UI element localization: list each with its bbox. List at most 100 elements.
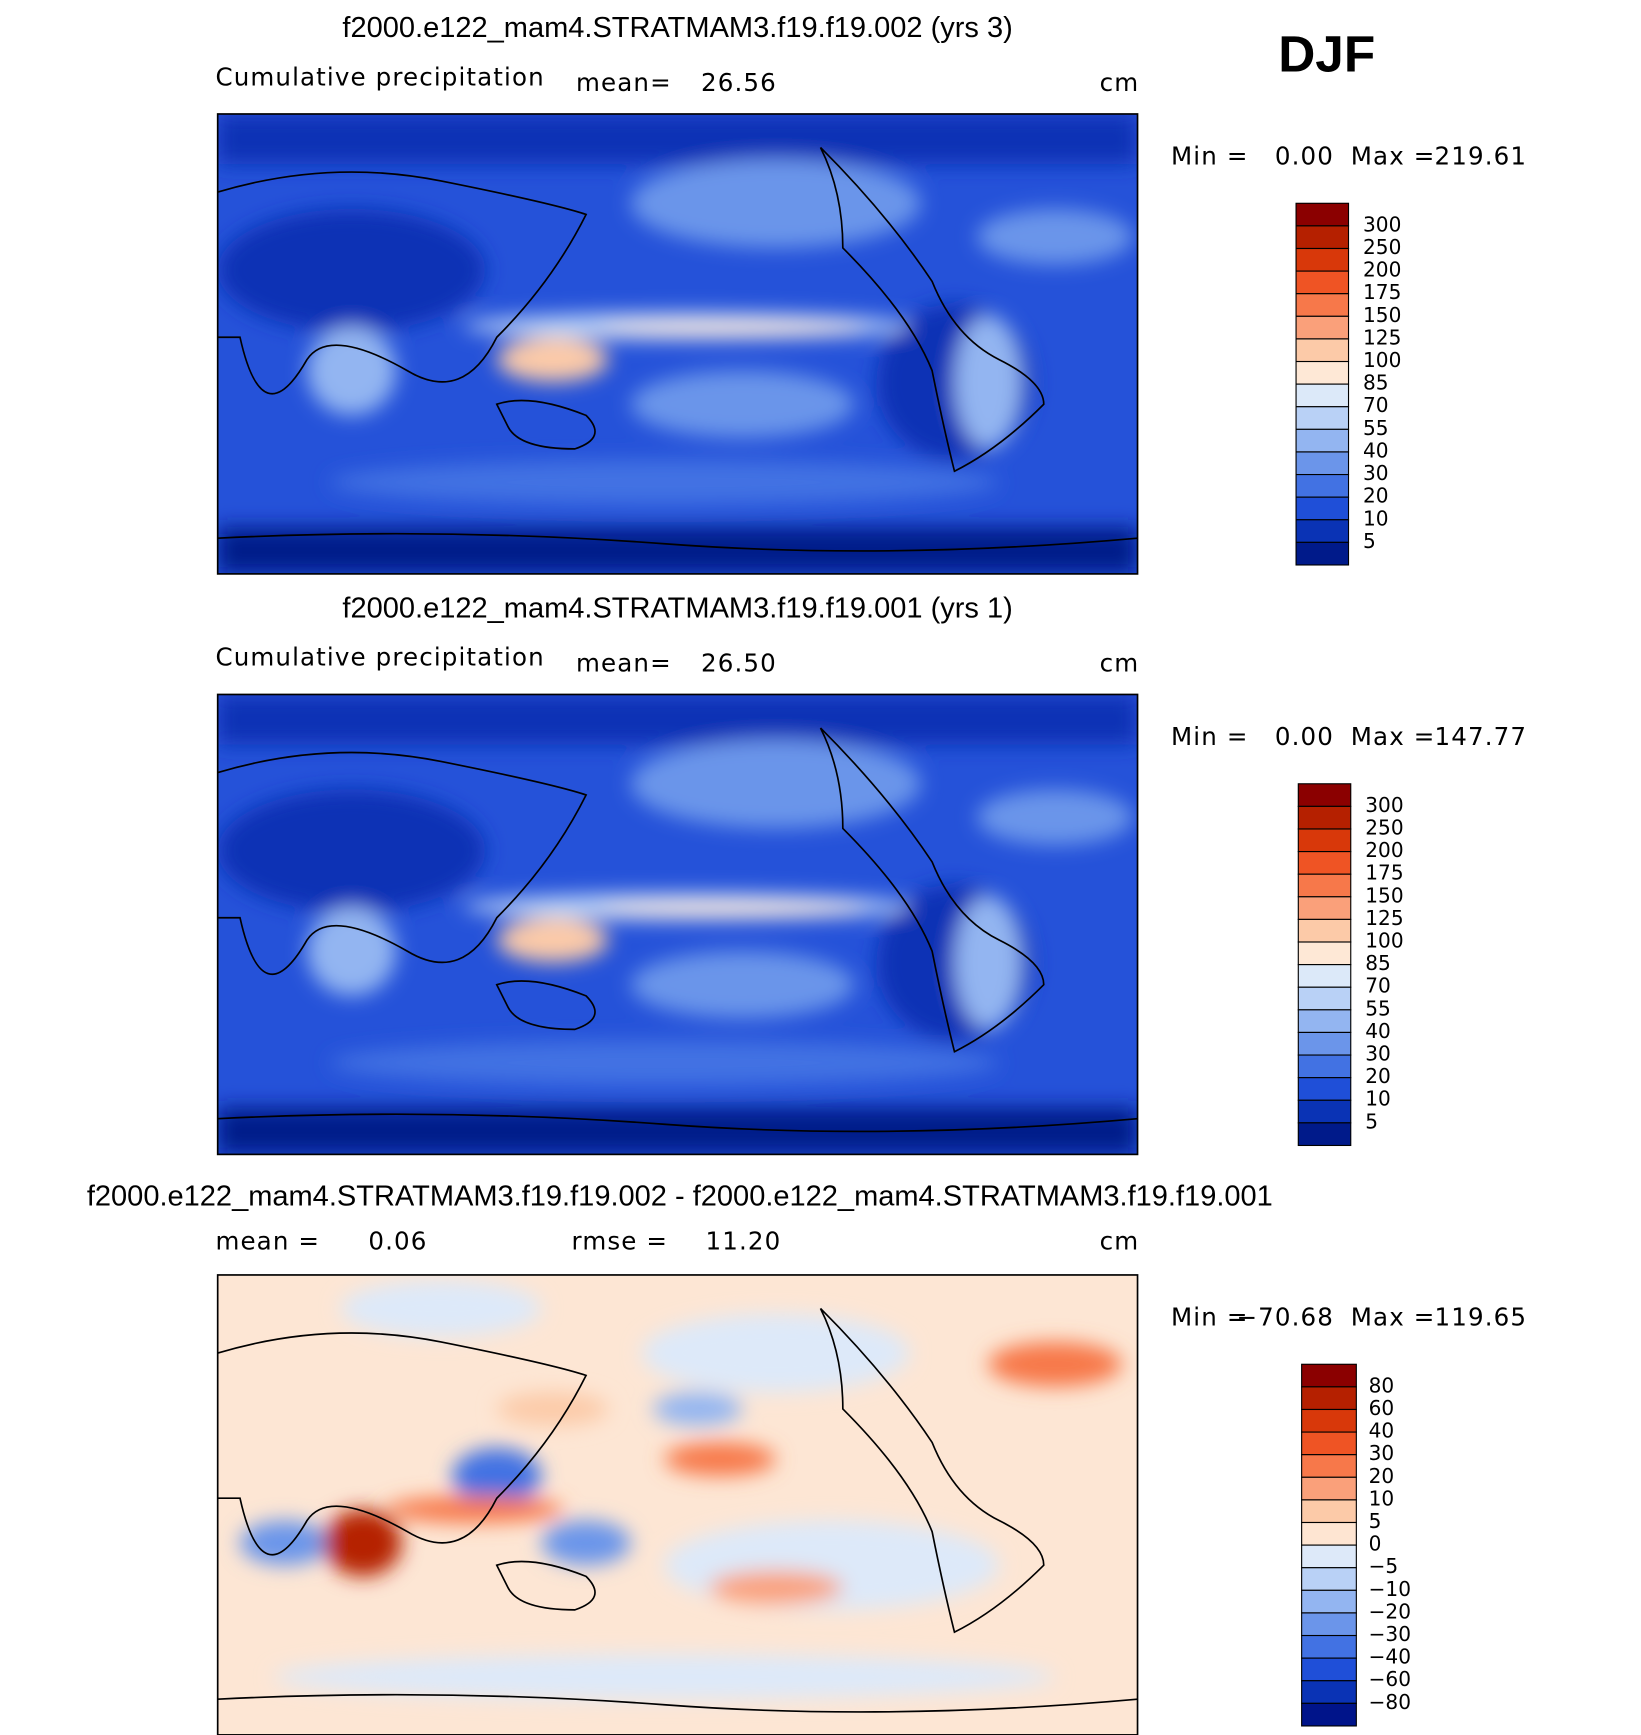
colorbar-label: 20 xyxy=(1369,1464,1395,1488)
colorbar-label: 40 xyxy=(1369,1419,1395,1443)
panel: f2000.e122_mam4.STRATMAM3.f19.f19.001 (y… xyxy=(215,592,1526,1156)
colorbar-box xyxy=(1295,202,1350,227)
min-label: Min = xyxy=(1171,142,1249,171)
colorbar-label: 30 xyxy=(1363,461,1389,485)
mean-label: mean = xyxy=(215,1227,320,1256)
colorbar-box xyxy=(1297,1077,1352,1101)
colorbar-label: 70 xyxy=(1363,393,1389,417)
colorbar-label: 300 xyxy=(1363,212,1401,236)
max-value: 219.61 xyxy=(1435,142,1528,171)
colorbar-label: 5 xyxy=(1365,1109,1378,1133)
max-label: Max = xyxy=(1351,142,1436,171)
colorbar-box xyxy=(1295,428,1350,453)
colorbar-box xyxy=(1301,1567,1357,1591)
colorbar-box xyxy=(1295,247,1350,272)
colorbar-box xyxy=(1301,1408,1357,1433)
colorbar-box xyxy=(1297,1122,1352,1147)
mean-label: mean= xyxy=(576,68,672,97)
map xyxy=(218,114,1138,574)
colorbar-label: 30 xyxy=(1369,1441,1395,1465)
colorbar-label: 80 xyxy=(1369,1373,1395,1397)
colorbar-label: 30 xyxy=(1365,1042,1391,1066)
colorbar-box xyxy=(1301,1657,1357,1682)
colorbar-box xyxy=(1301,1612,1357,1637)
panel-title: f2000.e122_mam4.STRATMAM3.f19.f19.001 (y… xyxy=(342,592,1012,624)
colorbar-label: 10 xyxy=(1369,1486,1395,1510)
colorbar-label: −5 xyxy=(1369,1554,1399,1578)
colorbar-label: −60 xyxy=(1369,1667,1411,1691)
colorbar-box xyxy=(1301,1476,1357,1501)
colorbar-box xyxy=(1295,270,1350,295)
colorbar-box xyxy=(1295,360,1350,385)
colorbar-box xyxy=(1297,941,1352,966)
colorbar-box xyxy=(1297,873,1352,898)
colorbar-box xyxy=(1297,805,1352,830)
colorbar-label: 70 xyxy=(1365,974,1391,998)
field-name: Cumulative precipitation xyxy=(215,62,544,91)
map-field xyxy=(218,1275,1138,1735)
colorbar-box xyxy=(1297,964,1352,988)
colorbar-label: 85 xyxy=(1365,951,1391,975)
season-label: DJF xyxy=(1278,26,1375,83)
colorbar-label: 55 xyxy=(1363,416,1389,440)
map-field xyxy=(218,114,1138,574)
colorbar-box xyxy=(1295,225,1350,250)
colorbar-label: 60 xyxy=(1369,1396,1395,1420)
colorbar-label: 5 xyxy=(1363,529,1376,553)
max-label: Max = xyxy=(1351,1302,1436,1331)
rmse-value: 11.20 xyxy=(706,1227,782,1256)
colorbar-box xyxy=(1297,851,1352,875)
colorbar-box xyxy=(1301,1589,1357,1614)
colorbar-box xyxy=(1295,338,1350,363)
panel-title: f2000.e122_mam4.STRATMAM3.f19.f19.002 - … xyxy=(87,1181,1273,1213)
colorbar-label: 5 xyxy=(1369,1509,1382,1533)
min-label: Min = xyxy=(1171,722,1249,751)
colorbar-label: 20 xyxy=(1365,1064,1391,1088)
panel-title: f2000.e122_mam4.STRATMAM3.f19.f19.002 (y… xyxy=(342,12,1012,44)
field-name: Cumulative precipitation xyxy=(215,643,544,672)
colorbar-label: −30 xyxy=(1369,1622,1411,1646)
units: cm xyxy=(1100,1227,1140,1256)
colorbar-box xyxy=(1301,1521,1357,1546)
max-label: Max = xyxy=(1351,722,1436,751)
colorbar-label: 125 xyxy=(1365,906,1403,930)
map-frame xyxy=(216,113,1139,575)
colorbar-box xyxy=(1301,1702,1357,1727)
map xyxy=(218,1275,1138,1735)
map-field xyxy=(218,694,1138,1154)
colorbar-box xyxy=(1301,1454,1357,1478)
mean-value: 26.56 xyxy=(701,68,777,97)
colorbar-box xyxy=(1301,1499,1357,1524)
colorbar-label: −10 xyxy=(1369,1577,1411,1601)
colorbar-label: 10 xyxy=(1365,1087,1391,1111)
colorbar-box xyxy=(1301,1634,1357,1659)
colorbar-label: 10 xyxy=(1363,506,1389,530)
colorbar-label: 200 xyxy=(1363,258,1401,282)
colorbar-box xyxy=(1297,1031,1352,1056)
colorbar-box xyxy=(1297,1099,1352,1124)
mean-value: 0.06 xyxy=(368,1227,427,1256)
units: cm xyxy=(1100,648,1140,677)
colorbar-box xyxy=(1295,519,1350,543)
panel: f2000.e122_mam4.STRATMAM3.f19.f19.002 - … xyxy=(87,1181,1528,1735)
colorbar-box xyxy=(1295,473,1350,498)
max-value: 119.65 xyxy=(1435,1302,1528,1331)
colorbar-box xyxy=(1297,783,1352,807)
panel: f2000.e122_mam4.STRATMAM3.f19.f19.002 (y… xyxy=(215,12,1528,575)
colorbar-label: 100 xyxy=(1365,929,1403,953)
colorbar-box xyxy=(1295,496,1350,521)
colorbar-label: 55 xyxy=(1365,996,1391,1020)
mean-value: 26.50 xyxy=(701,648,777,677)
colorbar-label: −80 xyxy=(1369,1690,1411,1714)
colorbar-label: 250 xyxy=(1363,235,1401,259)
map-frame xyxy=(216,693,1139,1156)
colorbar-box xyxy=(1297,828,1352,853)
colorbar-box xyxy=(1297,896,1352,920)
colorbar-label: 100 xyxy=(1363,348,1401,372)
colorbar-label: 150 xyxy=(1363,303,1401,327)
colorbar-label: 20 xyxy=(1363,484,1389,508)
colorbar-label: 125 xyxy=(1363,325,1401,349)
colorbar-label: 300 xyxy=(1365,793,1403,817)
colorbar-box xyxy=(1295,383,1350,408)
